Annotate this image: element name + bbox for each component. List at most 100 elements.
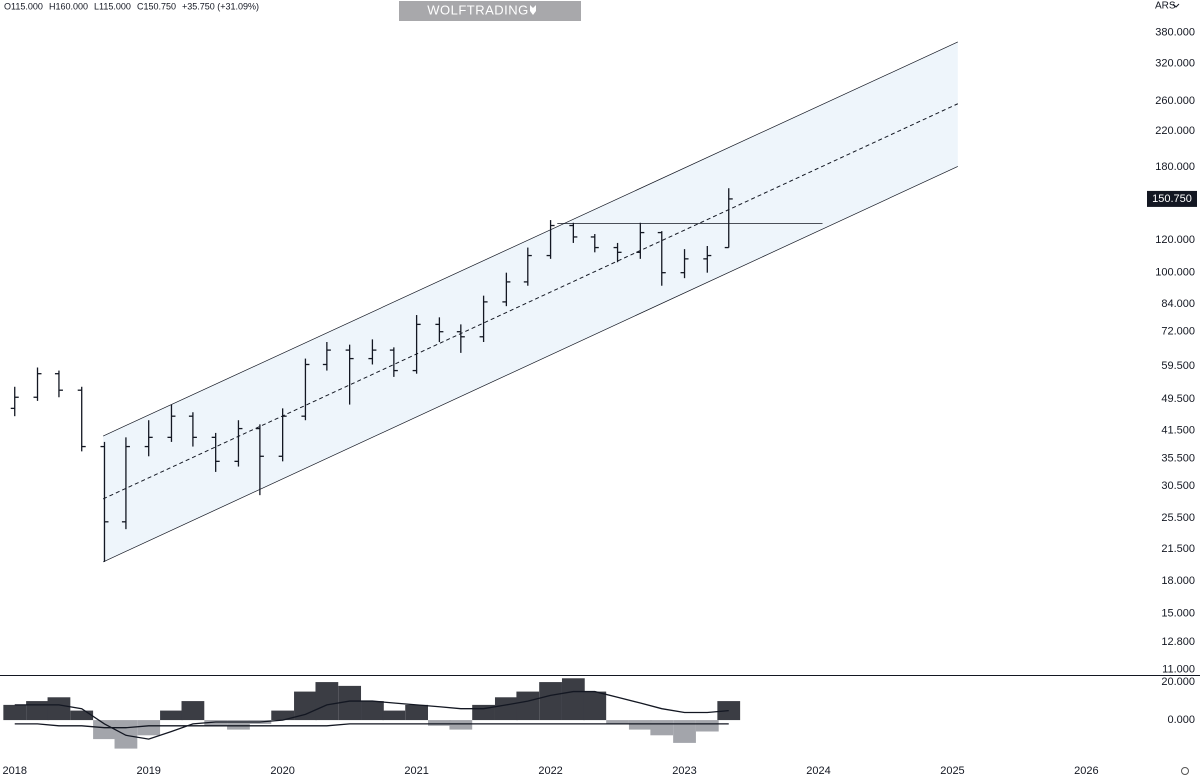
ohlc-bar	[77, 386, 86, 452]
x-tick-label: 2023	[672, 765, 696, 777]
high-label: H160.000	[49, 1, 88, 11]
last-price-tag	[1147, 190, 1197, 207]
ohlc-bar	[100, 441, 109, 562]
histogram-bar	[47, 697, 71, 721]
currency-label[interactable]: ARS	[1155, 1, 1176, 12]
histogram-bar	[628, 720, 652, 730]
histogram-bar	[583, 691, 607, 721]
y-tick-label: 49.500	[1161, 393, 1195, 405]
ohlc-bar	[144, 420, 153, 457]
watermark: WOLFTRADING	[399, 1, 581, 21]
histogram-bar	[382, 710, 406, 721]
histogram-bar	[516, 691, 540, 721]
y-tick-label: 84.000	[1161, 298, 1195, 310]
ohlc-bar	[412, 315, 421, 374]
ohlc-bar	[368, 339, 377, 365]
y-tick-label: 12.800	[1161, 636, 1195, 648]
x-tick-label: 2024	[806, 765, 830, 777]
histogram-bar	[606, 720, 629, 724]
histogram-bar	[114, 720, 138, 749]
histogram-bar	[204, 720, 228, 726]
last-price-label: 150.750	[1152, 193, 1192, 205]
histogram-bar	[338, 685, 362, 721]
x-tick-label: 2019	[136, 765, 160, 777]
histogram-bar	[695, 720, 719, 732]
y-tick-label: 72.000	[1161, 326, 1195, 338]
histogram-bar	[181, 701, 205, 721]
y-tick-label: 30.500	[1161, 480, 1195, 492]
ohlc-bar	[502, 272, 511, 307]
indicator-line	[14, 723, 729, 729]
histogram-bar	[271, 710, 295, 721]
ohlc-bar	[322, 341, 331, 371]
ohlc-bar	[54, 370, 63, 398]
y-tick-label: 21.500	[1161, 543, 1195, 555]
indicator-line	[14, 690, 729, 740]
histogram-bar	[428, 720, 451, 726]
ohlc-bar	[167, 404, 176, 442]
x-tick-label: 2018	[2, 765, 26, 777]
ohlc-bar	[636, 222, 645, 259]
x-tick-label: 2020	[270, 765, 294, 777]
trendline	[103, 41, 958, 437]
histogram-bar	[294, 691, 317, 721]
histogram-bar	[650, 720, 674, 736]
currency-caret[interactable]	[1172, 3, 1180, 8]
y-tick-label: 260.000	[1155, 95, 1195, 107]
x-tick-label: 2026	[1074, 765, 1098, 777]
histogram-bar	[137, 720, 161, 736]
ohlc-bar	[121, 437, 130, 530]
settings-icon[interactable]	[1181, 767, 1189, 775]
ohlc-bar	[389, 347, 398, 377]
ohlc-bar	[255, 424, 264, 496]
ohlc-bar	[345, 344, 354, 405]
x-tick-label: 2022	[538, 765, 562, 777]
ohlc-bar	[546, 220, 555, 259]
y-tick-label: 320.000	[1155, 58, 1195, 70]
low-label: L115.000	[94, 1, 131, 11]
ohlc-bar	[301, 358, 310, 421]
y-tick-label: 11.000	[1162, 663, 1195, 675]
ohlc-bar	[569, 222, 578, 243]
ohlc-bar	[435, 317, 444, 342]
ohlc-bar	[211, 432, 220, 472]
ohlc-bar	[613, 242, 622, 263]
histogram-bar	[539, 682, 562, 721]
ohlc-bar	[479, 295, 488, 342]
trendline	[102, 103, 959, 500]
ohlc-bar	[590, 234, 599, 253]
y-tick-label: 15.000	[1161, 608, 1195, 620]
y-tick-label: 180.000	[1155, 161, 1195, 173]
ohlc-bar	[234, 420, 243, 467]
histogram-bar	[315, 682, 339, 721]
y-tick-label: 120.000	[1155, 234, 1195, 246]
ohlc-bar	[657, 231, 666, 286]
histogram-bar	[361, 701, 384, 721]
ohlc-header: O115.000 H160.000 L115.000 C150.750 +35.…	[4, 1, 259, 11]
histogram-bar	[26, 701, 49, 721]
histogram-bar	[494, 697, 518, 721]
histogram-bar	[561, 678, 585, 721]
ohlc-bar	[523, 247, 532, 286]
y-tick-label: 18.000	[1161, 575, 1195, 587]
trendline	[103, 166, 958, 563]
ohlc-bar	[456, 324, 465, 353]
histogram-bar	[70, 710, 94, 721]
x-tick-label: 2021	[404, 765, 428, 777]
wolf-icon	[530, 5, 536, 15]
change-label: +35.750 (+31.09%)	[182, 1, 259, 11]
ohlc-bar	[278, 408, 287, 462]
y-tick-label: 41.500	[1161, 425, 1195, 437]
histogram-bar	[160, 710, 183, 721]
histogram-bar	[673, 720, 696, 743]
y-tick-label: 35.500	[1161, 453, 1195, 465]
close-label: C150.750	[137, 1, 176, 11]
histogram-bar	[93, 720, 116, 740]
ohlc-bar	[680, 249, 689, 279]
ohlc-bar	[188, 412, 197, 447]
histogram-bar	[227, 720, 250, 730]
